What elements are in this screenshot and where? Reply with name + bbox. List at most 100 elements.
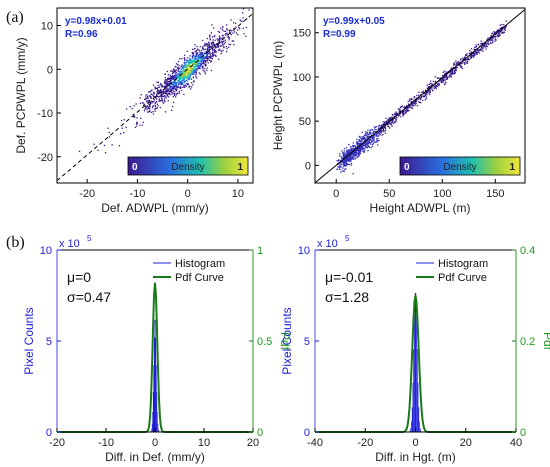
data-point	[167, 100, 169, 102]
data-point	[224, 41, 227, 43]
data-point	[384, 122, 386, 124]
data-point	[419, 97, 421, 99]
data-point	[197, 67, 199, 69]
data-point	[163, 92, 165, 94]
data-point	[218, 31, 221, 34]
data-point	[345, 164, 347, 166]
data-point	[182, 73, 185, 75]
data-point	[351, 149, 353, 151]
data-point	[172, 90, 174, 92]
y-tick-label: 10	[298, 245, 310, 257]
x-axis-label: Diff. in Def. (mm/y)	[105, 450, 205, 464]
data-point	[373, 137, 375, 140]
data-point	[194, 64, 197, 66]
data-point	[188, 75, 191, 77]
data-point	[175, 89, 177, 91]
data-point	[397, 108, 399, 110]
data-point	[223, 30, 225, 32]
data-point	[449, 73, 452, 75]
data-point	[356, 143, 359, 145]
data-point	[489, 41, 492, 44]
data-point	[437, 85, 440, 87]
data-point	[183, 93, 185, 95]
data-point	[459, 64, 461, 66]
data-point	[179, 72, 182, 74]
data-point	[342, 161, 344, 163]
data-point	[177, 70, 179, 72]
data-point	[212, 51, 214, 53]
data-point	[430, 80, 432, 82]
data-point	[177, 77, 179, 79]
data-point	[376, 141, 378, 143]
data-point	[208, 48, 210, 50]
data-point	[166, 70, 168, 73]
data-point	[361, 147, 363, 149]
data-point	[181, 82, 184, 84]
data-point	[166, 91, 169, 93]
data-point	[174, 87, 176, 90]
data-point	[366, 140, 368, 142]
data-point	[170, 85, 173, 87]
data-point	[212, 54, 214, 56]
data-point	[427, 90, 429, 92]
data-point	[183, 73, 185, 76]
data-point	[362, 143, 364, 146]
data-point	[461, 66, 463, 68]
data-point	[495, 35, 497, 37]
data-point	[482, 44, 484, 46]
histogram-bar	[412, 382, 414, 432]
data-point	[152, 91, 155, 93]
data-point	[374, 128, 376, 130]
data-point	[462, 57, 464, 59]
data-point	[148, 91, 150, 93]
data-point	[167, 92, 170, 95]
data-point	[217, 49, 219, 51]
data-point	[161, 99, 163, 102]
data-point	[158, 96, 160, 98]
data-point	[165, 78, 167, 81]
data-point	[188, 64, 190, 66]
data-point	[187, 77, 190, 80]
data-point	[376, 132, 378, 134]
x-tick-label: -10	[98, 437, 114, 449]
data-point	[420, 101, 422, 104]
data-point	[231, 40, 233, 42]
data-point	[174, 82, 176, 84]
data-point	[245, 35, 247, 37]
data-point	[200, 55, 202, 57]
data-point	[161, 98, 163, 100]
data-point	[190, 88, 192, 90]
data-point	[186, 72, 188, 74]
data-point	[154, 87, 156, 89]
data-point	[152, 94, 154, 97]
data-point	[200, 57, 202, 60]
data-point	[369, 138, 371, 140]
data-point	[189, 59, 192, 61]
data-point	[155, 100, 158, 103]
data-point	[180, 66, 182, 68]
data-point	[181, 64, 183, 66]
data-point	[196, 52, 198, 54]
data-point	[159, 95, 161, 98]
data-point	[471, 55, 473, 57]
data-point	[365, 145, 367, 147]
data-point	[498, 35, 500, 37]
data-point	[245, 26, 247, 29]
data-point	[422, 96, 425, 98]
data-point	[210, 46, 212, 48]
data-point	[504, 27, 507, 29]
data-point	[224, 39, 226, 41]
data-point	[384, 127, 387, 130]
data-point	[175, 73, 177, 75]
data-point	[209, 55, 211, 58]
data-point	[372, 142, 375, 145]
data-point	[163, 87, 166, 89]
data-point	[423, 96, 426, 98]
data-point	[444, 73, 446, 75]
data-point	[490, 38, 492, 40]
data-point	[350, 150, 353, 152]
data-point	[369, 142, 371, 144]
data-point	[175, 77, 177, 79]
data-point	[208, 46, 210, 48]
